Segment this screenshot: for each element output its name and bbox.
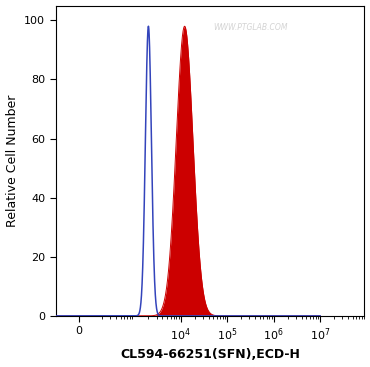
Y-axis label: Relative Cell Number: Relative Cell Number bbox=[6, 95, 18, 227]
X-axis label: CL594-66251(SFN),ECD-H: CL594-66251(SFN),ECD-H bbox=[120, 348, 300, 361]
Text: WWW.PTGLAB.COM: WWW.PTGLAB.COM bbox=[213, 23, 287, 32]
